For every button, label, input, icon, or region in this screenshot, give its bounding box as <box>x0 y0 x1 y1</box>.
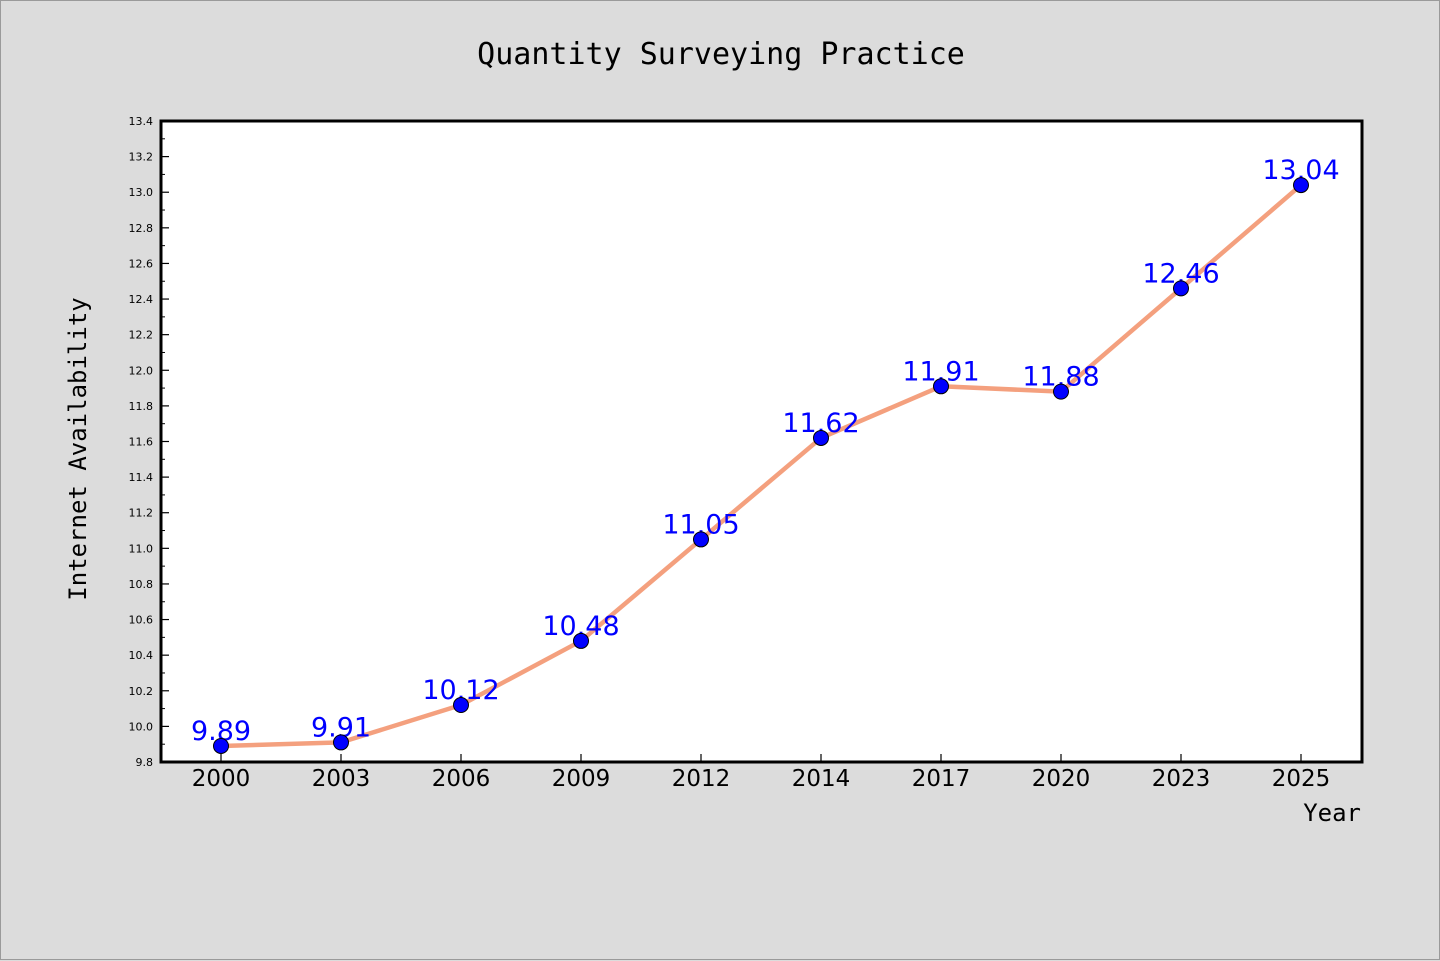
y-tick-label: 12.4 <box>129 293 154 306</box>
y-axis-ticks: 9.8 10.0 10.2 10.4 10.6 10.8 11.0 11.2 11.4 11.6 1… <box>129 115 169 769</box>
y-tick-label: 9.8 <box>136 756 154 769</box>
data-point <box>333 734 349 751</box>
y-tick-label: 12.6 <box>129 257 154 270</box>
y-tick-label: 10.2 <box>129 685 154 698</box>
plot-border <box>159 119 1364 764</box>
x-tick-label: 2020 <box>1032 766 1091 792</box>
y-tick-label: 11.8 <box>129 400 154 413</box>
y-tick-label: 10.0 <box>129 720 154 733</box>
y-tick-label: 11.6 <box>129 436 154 449</box>
y-tick-label: 12.8 <box>129 222 154 235</box>
plot-area <box>161 121 1362 762</box>
x-tick-label: 2009 <box>552 766 611 792</box>
x-tick-label: 2012 <box>672 766 731 792</box>
data-point <box>1293 177 1309 194</box>
x-axis-title: Year <box>1303 799 1361 827</box>
x-tick-label: 2014 <box>792 766 851 792</box>
data-point <box>813 429 829 446</box>
y-axis-title: Internet Availability <box>64 297 92 600</box>
y-tick-label: 10.4 <box>129 649 154 662</box>
x-tick-label: 2023 <box>1152 766 1211 792</box>
x-tick-label: 2017 <box>912 766 971 792</box>
data-point <box>453 697 469 714</box>
x-tick-label: 2000 <box>192 766 251 792</box>
y-tick-label: 11.4 <box>129 471 154 484</box>
y-tick-label: 10.6 <box>129 614 154 627</box>
series-line <box>218 182 1304 749</box>
data-point <box>1173 280 1189 297</box>
data-point <box>693 531 709 548</box>
y-tick-label: 13.4 <box>129 115 154 128</box>
x-tick-label: 2003 <box>312 766 371 792</box>
y-tick-label: 12.2 <box>129 329 154 342</box>
y-tick-label: 13.2 <box>129 151 154 164</box>
y-tick-label: 11.2 <box>129 507 154 520</box>
y-tick-label: 10.8 <box>129 578 154 591</box>
y-tick-label: 11.0 <box>129 542 154 555</box>
x-tick-label: 2025 <box>1272 766 1331 792</box>
data-point <box>213 737 229 754</box>
x-axis-ticks: 2000 2003 2006 2009 2012 2014 2017 2020 2023 2025 <box>192 754 1331 792</box>
data-point <box>573 632 589 649</box>
x-tick-label: 2006 <box>432 766 491 792</box>
chart-title: Quantity Surveying Practice <box>477 37 965 72</box>
data-point <box>1053 383 1069 400</box>
data-point <box>933 378 949 395</box>
y-tick-label: 12.0 <box>129 364 154 377</box>
y-tick-label: 13.0 <box>129 186 154 199</box>
